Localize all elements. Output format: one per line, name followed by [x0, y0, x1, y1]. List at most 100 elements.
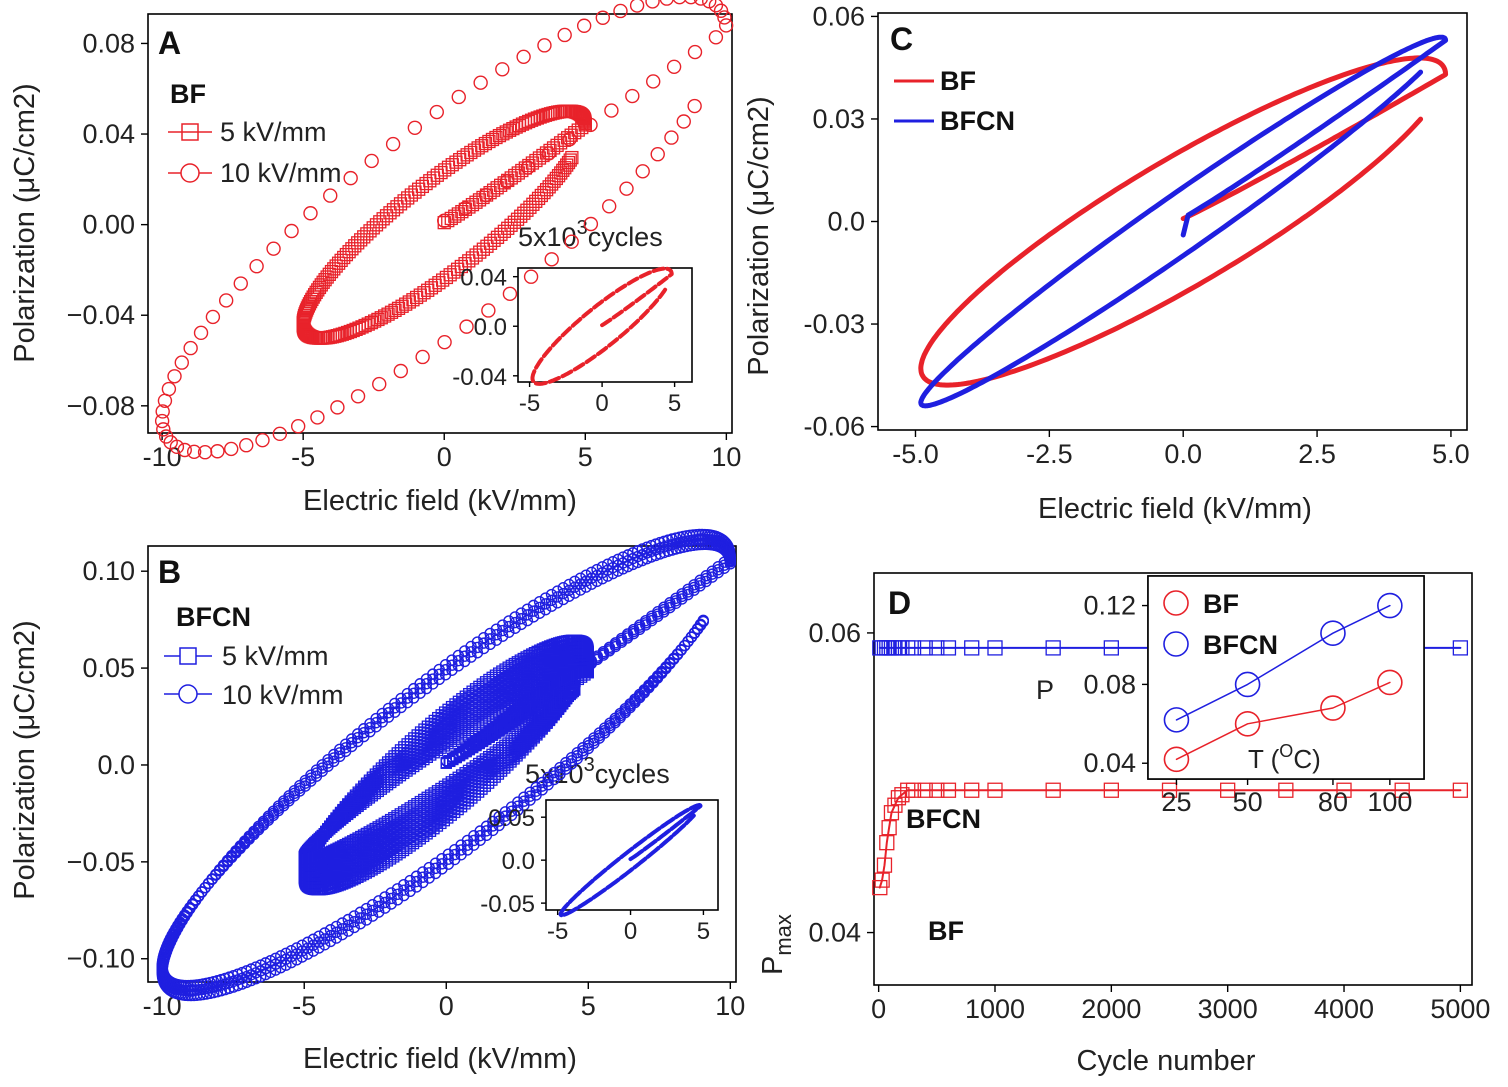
panel-a-marker-5kv	[494, 178, 508, 192]
panel-d-marker-bf	[940, 782, 957, 798]
panel-b-marker-10kv	[569, 587, 581, 599]
panel-b-marker-5kv	[476, 735, 489, 748]
panel-b-marker-10kv	[551, 591, 564, 603]
panel-d-ytick-label: 0.04	[808, 918, 861, 948]
panel-b-marker-5kv	[381, 815, 394, 828]
panel-b-marker-5kv	[450, 751, 462, 764]
panel-a-marker-5kv	[441, 160, 456, 174]
panel-b-marker-10kv	[366, 899, 379, 911]
panel-b-marker-10kv	[336, 928, 348, 941]
panel-d-marker-bf	[917, 782, 933, 798]
panel-a-marker-10kv	[193, 325, 209, 341]
panel-d-marker-bfcn	[929, 640, 945, 656]
panel-d-ylabel-base: P	[757, 956, 789, 975]
panel-b-marker-5kv	[496, 704, 508, 717]
panel-c-ylabel: Polarization (μC/cm2)	[743, 96, 775, 375]
panel-a-marker-5kv	[476, 190, 490, 205]
panel-c-xtick-label: -2.5	[1026, 439, 1073, 469]
panel-c-series-bfcn	[918, 34, 1449, 409]
panel-b-marker-10kv	[574, 578, 587, 590]
panel-b-marker-10kv	[373, 900, 385, 913]
panel-b-marker-10kv	[580, 575, 592, 587]
panel-b-marker-10kv	[574, 572, 587, 584]
panel-a-marker-5kv	[475, 139, 489, 153]
panel-b-marker-5kv	[569, 684, 581, 696]
panel-d-marker-bfcn	[964, 640, 980, 656]
panel-a-marker-10kv	[156, 422, 171, 437]
panel-b-inset-frame	[545, 799, 719, 911]
panel-d-ylabel: Pmax	[757, 914, 796, 975]
panel-b-legend-5kv-marker	[179, 647, 197, 665]
panel-b-marker-10kv	[296, 939, 308, 951]
panel-a-marker-10kv	[708, 30, 724, 45]
panel-b-marker-5kv	[557, 672, 569, 684]
panel-b-marker-5kv	[463, 744, 476, 756]
panel-b-ylabel: Polarization (μC/cm2)	[9, 620, 41, 899]
panel-b-marker-10kv	[601, 570, 614, 582]
panel-b-marker-10kv	[336, 917, 348, 929]
panel-a-ytick-label: 0.04	[82, 119, 135, 149]
panel-b-marker-5kv	[476, 716, 488, 728]
panel-d-frame	[873, 572, 1473, 986]
panel-b-marker-10kv	[607, 567, 619, 580]
panel-b-marker-10kv	[509, 622, 521, 634]
panel-a-marker-5kv	[455, 204, 469, 219]
panel-b-marker-5kv	[469, 720, 482, 733]
panel-a-xtick-label: 5	[578, 442, 593, 472]
panel-a-inset-loop	[530, 266, 674, 386]
panel-a-marker-5kv	[428, 278, 442, 292]
panel-b-marker-10kv	[533, 607, 546, 619]
panel-b-marker-10kv	[290, 942, 303, 954]
panel-a-marker-10kv	[218, 293, 234, 308]
panel-d-ytick-label: 0.06	[808, 618, 861, 648]
panel-b-inset-ytick-label: 0.0	[502, 848, 535, 875]
panel-a-marker-5kv	[550, 138, 564, 153]
panel-a-marker-5kv	[399, 297, 413, 311]
panel-d-marker-bf	[1278, 782, 1294, 798]
panel-a-inset-ytick-label: -0.04	[452, 364, 507, 391]
panel-c-ytick-label: -0.03	[803, 309, 865, 339]
panel-a-marker-10kv	[284, 223, 299, 239]
panel-b-marker-10kv	[366, 904, 379, 917]
panel-d-marker-bf	[1336, 782, 1352, 798]
panel-b-inset-xtick-label: 0	[624, 918, 637, 945]
panel-a-marker-10kv	[601, 199, 617, 214]
panel-d-marker-bfcn	[917, 640, 933, 656]
panel-a-ylabel-text: Polarization (μC/cm2)	[9, 83, 41, 362]
panel-b-marker-10kv	[563, 590, 575, 602]
panel-a-inset-frame	[517, 267, 693, 383]
panel-d-xtick-label: 5000	[1430, 994, 1490, 1024]
panel-b-marker-10kv	[373, 895, 385, 907]
panel-a-marker-10kv	[451, 89, 466, 105]
panel-d-marker-bf	[929, 782, 945, 798]
panel-b-marker-10kv	[585, 572, 598, 584]
panel-b-inset-xtick-label: 5	[697, 918, 710, 945]
panel-b-marker-10kv	[580, 581, 592, 593]
panel-d-inset-legend-bfcn-marker	[1163, 631, 1189, 657]
panel-d-inset-marker-bf	[1234, 711, 1261, 737]
panel-d-xtick-label: 4000	[1314, 994, 1374, 1024]
panel-a-legend-10kv-marker	[180, 163, 200, 183]
panel-b-marker-5kv	[443, 755, 456, 768]
panel-b-marker-5kv	[369, 787, 381, 800]
panel-a-marker-10kv	[177, 442, 192, 458]
panel-b-marker-5kv	[511, 730, 523, 743]
panel-d-inset-legend-bf-marker	[1163, 590, 1189, 616]
panel-b-ytick-label: 0.0	[97, 750, 135, 780]
panel-a-marker-5kv	[543, 143, 557, 158]
panel-a-marker-5kv	[402, 295, 416, 309]
panel-b-marker-5kv	[324, 846, 336, 858]
panel-a-marker-10kv	[224, 441, 239, 457]
panel-a-marker-10kv	[161, 381, 177, 397]
panel-b-marker-5kv	[460, 746, 472, 758]
panel-a-marker-10kv	[629, 0, 645, 13]
panel-a-marker-5kv	[436, 273, 450, 287]
panel-a-marker-10kv	[210, 444, 225, 459]
panel-b-marker-10kv	[354, 912, 367, 924]
panel-d-marker-bf	[876, 857, 893, 873]
panel-a-marker-5kv	[483, 185, 497, 200]
panel-b-marker-5kv	[391, 810, 403, 822]
panel-a-marker-10kv	[330, 400, 345, 415]
panel-a-marker-10kv	[523, 269, 539, 284]
panel-a-marker-5kv	[502, 123, 517, 137]
